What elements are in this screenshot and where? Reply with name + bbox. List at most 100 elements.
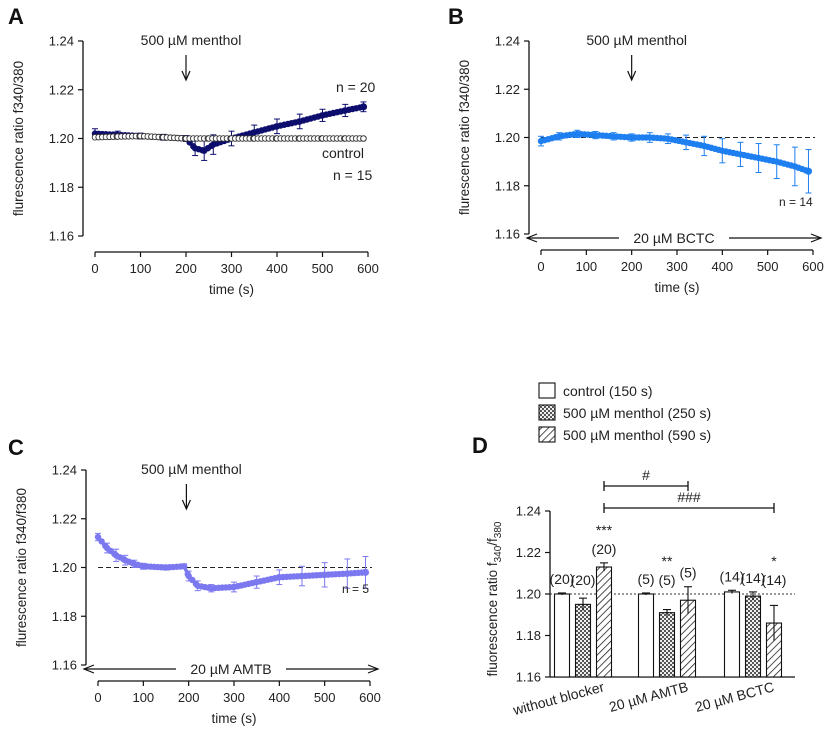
x-tick-label: 300 (666, 259, 688, 274)
x-tick-label: 200 (621, 259, 643, 274)
significance-label: *** (596, 522, 613, 538)
comparison-label: ### (677, 489, 701, 505)
x-tick-label: 0 (91, 261, 98, 276)
significance-label: ** (662, 553, 673, 569)
significance-label: * (771, 553, 777, 569)
y-tick-label: 1.20 (516, 587, 541, 602)
y-tick-label: 1.20 (495, 130, 520, 145)
stimulus-label: 500 µM menthol (141, 461, 242, 477)
data-point (804, 167, 813, 175)
bar (723, 591, 741, 678)
x-tick-label: 500 (757, 259, 779, 274)
stimulus-arrowhead (181, 499, 191, 511)
comparison-label: # (642, 467, 650, 483)
y-tick-label: 1.24 (516, 504, 541, 519)
category-label: 20 µM AMTB (607, 678, 690, 714)
x-tick-label: 300 (223, 690, 245, 705)
data-point (98, 538, 105, 545)
y-tick-label: 1.24 (52, 463, 77, 478)
y-tick-label: 1.22 (516, 545, 541, 560)
n-label: (14) (720, 568, 745, 584)
bar (637, 593, 655, 678)
n-label-control: n = 15 (333, 167, 373, 183)
blocker-arrowhead (82, 664, 95, 674)
y-tick-label: 1.22 (49, 82, 74, 97)
legend-swatch (538, 404, 556, 421)
y-tick-label: 1.24 (495, 34, 520, 49)
bar (744, 595, 762, 678)
n-label: (5) (679, 565, 696, 581)
y-tick-label: 1.24 (49, 34, 74, 49)
legend-label: 500 µM menthol (250 s) (563, 405, 711, 421)
x-tick-label: 100 (130, 261, 152, 276)
x-tick-label: 200 (178, 690, 200, 705)
x-tick-label: 0 (537, 259, 544, 274)
data-point (360, 135, 367, 142)
control-label: control (322, 145, 364, 161)
bar (658, 612, 676, 678)
bar (595, 566, 613, 678)
y-axis-label: flurescence ratio f340/380 (11, 61, 26, 216)
data-point (359, 103, 368, 111)
x-axis-label: time (s) (655, 280, 700, 295)
n-label: (5) (637, 571, 654, 587)
n-label: (14) (741, 570, 766, 586)
legend-swatch (538, 426, 556, 443)
stimulus-arrowhead (627, 70, 637, 82)
x-tick-label: 100 (575, 259, 597, 274)
x-tick-label: 500 (314, 690, 336, 705)
y-axis-label: fluorescence ratio f340/f380 (485, 521, 504, 676)
bar (553, 593, 571, 678)
panel-letter-D: D (472, 433, 488, 458)
legend-label: control (150 s) (563, 383, 652, 399)
y-tick-label: 1.16 (49, 229, 74, 244)
legend-swatch (538, 382, 556, 399)
blocker-label: 20 µM BCTC (633, 230, 714, 246)
y-axis-label: flurescence ratio f340/f380 (14, 488, 29, 647)
y-axis-label: flurescence ratio f340/380 (457, 60, 472, 215)
n-label: (20) (550, 571, 575, 587)
y-tick-label: 1.16 (516, 670, 541, 685)
x-tick-label: 600 (359, 690, 381, 705)
blocker-arrowhead (810, 233, 823, 243)
x-tick-label: 100 (132, 690, 154, 705)
n-label: (5) (658, 572, 675, 588)
n-label: (14) (762, 572, 787, 588)
y-tick-label: 1.22 (495, 82, 520, 97)
panel-letter-A: A (8, 4, 24, 29)
blocker-arrowhead (367, 664, 380, 674)
legend-label: 500 µM menthol (590 s) (563, 427, 711, 443)
y-tick-label: 1.16 (495, 227, 520, 242)
n-label: n = 5 (342, 582, 369, 596)
y-tick-label: 1.18 (49, 180, 74, 195)
y-tick-label: 1.20 (52, 560, 77, 575)
stimulus-arrowhead (181, 70, 191, 82)
x-tick-label: 400 (711, 259, 733, 274)
n-label: n = 14 (779, 195, 813, 209)
y-tick-label: 1.22 (52, 511, 77, 526)
y-tick-label: 1.18 (52, 609, 77, 624)
n-label: (20) (592, 541, 617, 557)
x-axis-label: time (s) (209, 282, 254, 297)
n-label-treated: n = 20 (336, 79, 376, 95)
data-point (180, 563, 188, 570)
x-tick-label: 200 (175, 261, 197, 276)
y-tick-label: 1.20 (49, 131, 74, 146)
data-point (94, 533, 102, 541)
panel-letter-C: C (8, 435, 24, 460)
bar (574, 603, 592, 678)
x-axis-label: time (s) (212, 711, 257, 726)
panel-letter-B: B (448, 4, 464, 29)
blocker-arrowhead (525, 233, 538, 243)
x-tick-label: 600 (802, 259, 824, 274)
x-tick-label: 500 (312, 261, 334, 276)
x-tick-label: 400 (268, 690, 290, 705)
x-tick-label: 600 (357, 261, 379, 276)
y-tick-label: 1.18 (495, 178, 520, 193)
category-label: 20 µM BCTC (693, 678, 776, 714)
y-tick-label: 1.18 (516, 628, 541, 643)
data-point (361, 568, 370, 576)
stimulus-label: 500 µM menthol (586, 32, 687, 48)
x-tick-label: 0 (94, 690, 101, 705)
